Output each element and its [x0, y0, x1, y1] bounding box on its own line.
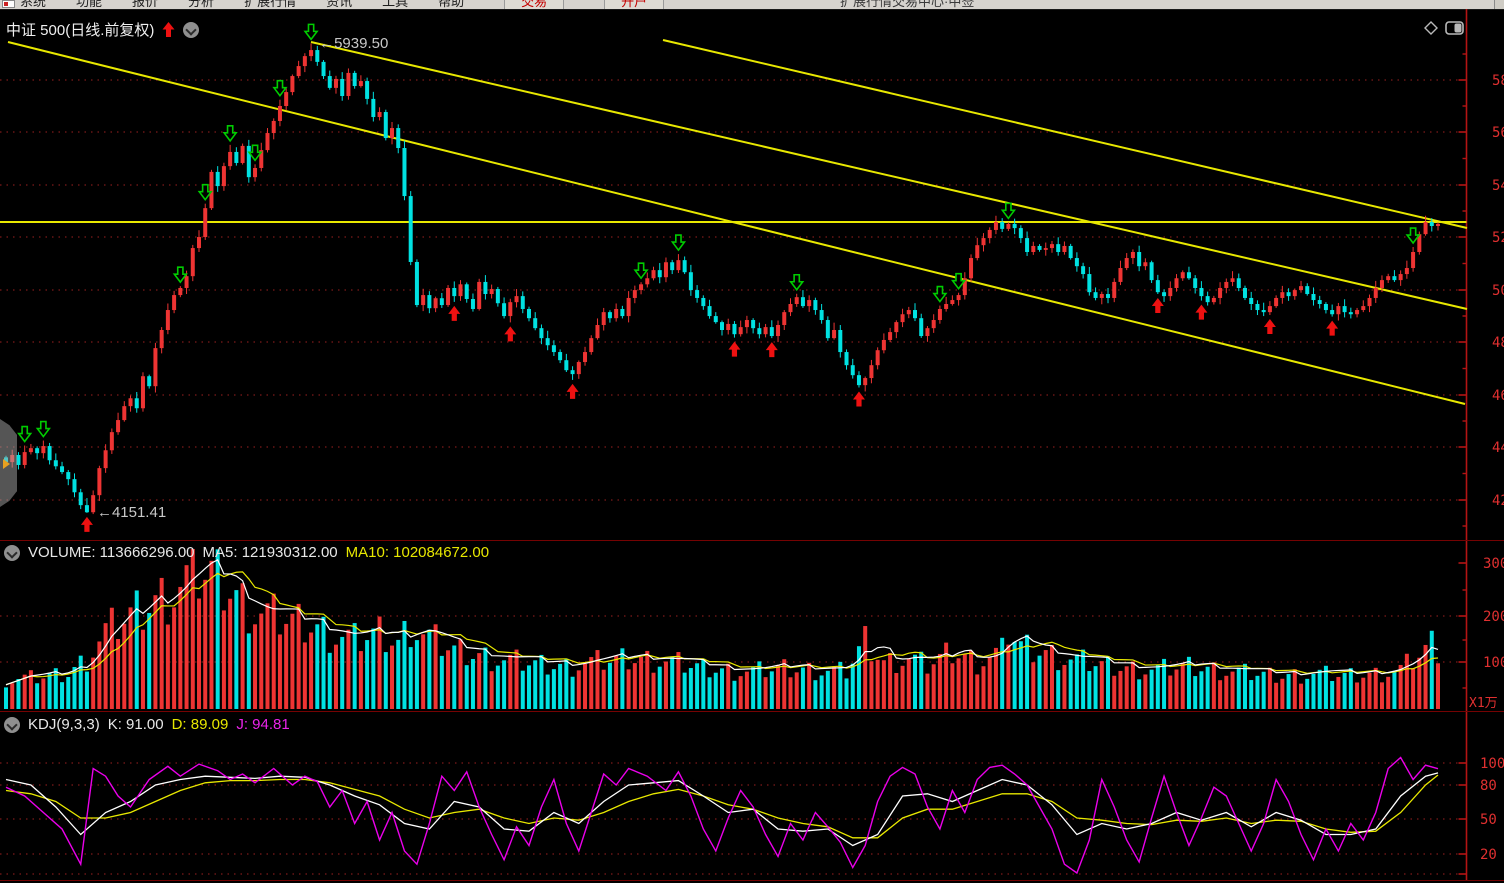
- side-panel-handle[interactable]: [0, 419, 17, 507]
- panel-separator[interactable]: [0, 540, 1504, 541]
- svg-text:4800: 4800: [1492, 335, 1504, 351]
- volume-value: VOLUME: 113666296.00: [28, 544, 195, 561]
- svg-text:30000: 30000: [1483, 556, 1504, 572]
- svg-text:X1万: X1万: [1469, 696, 1498, 711]
- high-price-label: ←5939.50: [319, 35, 389, 53]
- kdj-d-value: D: 89.09: [171, 716, 229, 733]
- menu-item[interactable]: 系统: [20, 0, 47, 9]
- panel-separator[interactable]: [0, 711, 1504, 712]
- collapse-chevron-icon[interactable]: [183, 21, 200, 38]
- volume-ma5-value: MA5: 121930312.00: [202, 544, 338, 561]
- svg-text:5400: 5400: [1492, 178, 1504, 194]
- svg-text:80: 80: [1480, 778, 1497, 794]
- menu-item[interactable]: 分析: [188, 0, 215, 9]
- svg-text:5600: 5600: [1492, 125, 1504, 141]
- app-icon[interactable]: [2, 0, 15, 8]
- bottom-edge: [0, 881, 1504, 883]
- svg-text:5000: 5000: [1492, 283, 1504, 299]
- menu-row: 系统 功能 报价 分析 扩展行情 资讯 工具 帮助 交易 开户: [20, 0, 665, 9]
- svg-text:4400: 4400: [1492, 440, 1504, 456]
- kdj-chart-canvas[interactable]: 100 80 50 20: [0, 712, 1504, 881]
- chart-title-row: 中证 500(日线.前复权): [6, 19, 200, 40]
- menubar-right-text: 扩展行情交易中心·中签: [840, 0, 975, 9]
- low-price-label: ←4151.41: [96, 503, 167, 521]
- svg-text:50: 50: [1480, 812, 1497, 828]
- menu-item[interactable]: 扩展行情: [244, 0, 297, 9]
- volume-ma10-value: MA10: 102084672.00: [345, 544, 490, 561]
- volume-chart-canvas[interactable]: 30000 20000 10000 X1万: [0, 541, 1504, 712]
- volume-header: VOLUME: 113666296.00 MA5: 121930312.00 M…: [4, 544, 489, 561]
- menu-item[interactable]: 资讯: [326, 0, 353, 9]
- menu-item-highlight[interactable]: 开户: [604, 0, 665, 9]
- diamond-icon[interactable]: [1424, 21, 1438, 35]
- svg-text:20: 20: [1480, 847, 1497, 863]
- svg-text:10000: 10000: [1483, 655, 1504, 671]
- main-chart-canvas[interactable]: 5800 5600 5400 5200 5000 4800 4600 4400 4200: [0, 9, 1504, 541]
- menu-item-highlight[interactable]: 交易: [504, 0, 565, 9]
- kdj-header: KDJ(9,3,3) K: 91.00 D: 89.09 J: 94.81: [4, 716, 290, 733]
- collapse-chevron-icon[interactable]: [4, 716, 20, 733]
- menubar-end-button[interactable]: [1494, 0, 1504, 9]
- svg-text:5200: 5200: [1492, 230, 1504, 246]
- kdj-title: KDJ(9,3,3): [28, 716, 100, 733]
- chart-title: 中证 500(日线.前复权): [6, 22, 155, 39]
- menu-item[interactable]: 报价: [132, 0, 159, 9]
- menu-item[interactable]: 帮助: [438, 0, 465, 9]
- menu-item[interactable]: 工具: [382, 0, 409, 9]
- svg-text:4600: 4600: [1492, 388, 1504, 404]
- svg-text:4200: 4200: [1492, 493, 1504, 509]
- svg-text:5800: 5800: [1492, 73, 1504, 89]
- split-panel-icon[interactable]: [1445, 21, 1464, 35]
- kdj-k-value: K: 91.00: [107, 716, 164, 733]
- kdj-j-value: J: 94.81: [236, 716, 290, 733]
- panel-separator: [0, 880, 1504, 881]
- collapse-chevron-icon[interactable]: [4, 544, 20, 561]
- up-arrow-icon: [162, 22, 175, 37]
- menu-item[interactable]: 功能: [76, 0, 103, 9]
- svg-text:100: 100: [1480, 756, 1504, 772]
- menubar: 系统 功能 报价 分析 扩展行情 资讯 工具 帮助 交易 开户 扩展行情交易中心·中签: [0, 0, 1504, 10]
- svg-text:20000: 20000: [1483, 609, 1504, 625]
